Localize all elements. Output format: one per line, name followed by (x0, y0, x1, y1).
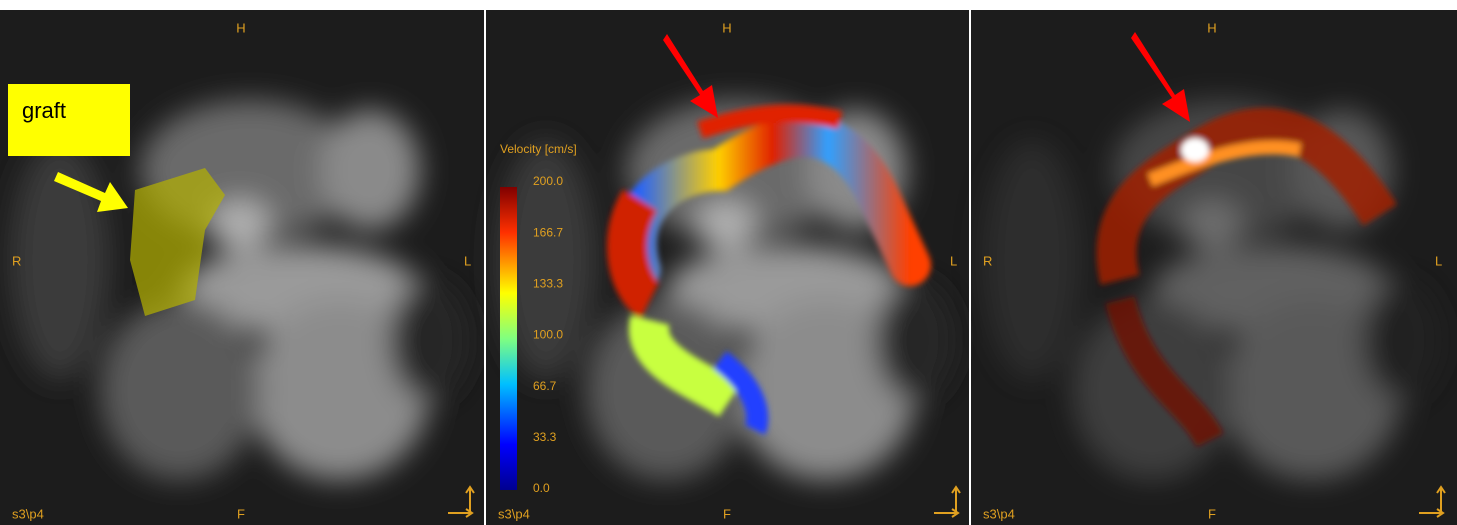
orientation-top: H (722, 20, 731, 35)
colorbar-tick-label: 0.0 (533, 481, 550, 495)
colorbar-title: Velocity [cm/s] (500, 142, 577, 156)
velocity-field (607, 104, 931, 435)
colorbar-tick-label: 100.0 (533, 328, 563, 342)
orientation-right: L (1435, 253, 1442, 268)
arrow (1131, 32, 1190, 122)
colorbar-tick-label: 200.0 (533, 174, 563, 188)
colorbar-tick-label: 166.7 (533, 225, 563, 239)
orientation-right: L (950, 253, 957, 268)
graft-label-box (8, 84, 130, 156)
graft-label: graft (22, 98, 66, 123)
colorbar-tick-label: 33.3 (533, 430, 557, 444)
arrow (663, 34, 718, 118)
orientation-left: R (983, 253, 992, 268)
arrow (54, 172, 128, 212)
heatmap (1096, 107, 1397, 448)
orientation-bottom: F (237, 506, 245, 521)
orientation-top: H (1207, 20, 1216, 35)
axis-icon (1419, 485, 1446, 518)
colorbar-tick-label: 133.3 (533, 277, 563, 291)
orientation-right: L (464, 253, 471, 268)
colorbar (500, 187, 517, 490)
axis-icon (448, 485, 475, 518)
orientation-bottom: F (1208, 506, 1216, 521)
mri-panel-3 (972, 10, 1457, 525)
series-label: s3\p4 (498, 506, 530, 521)
series-label: s3\p4 (983, 506, 1015, 521)
series-label: s3\p4 (12, 506, 44, 521)
orientation-bottom: F (723, 506, 731, 521)
orientation-top: H (236, 20, 245, 35)
colorbar-tick-label: 66.7 (533, 379, 557, 393)
orientation-left: R (12, 253, 21, 268)
axis-icon (934, 485, 961, 518)
graft-region (130, 168, 225, 316)
